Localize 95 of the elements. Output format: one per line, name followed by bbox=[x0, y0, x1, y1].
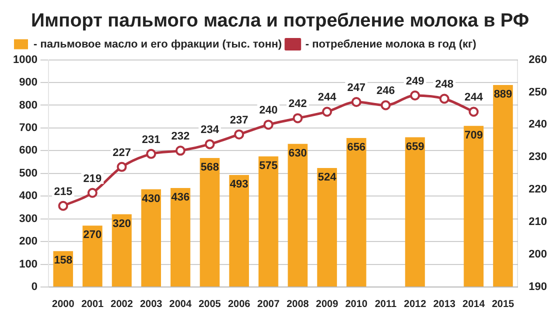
data-label: 244 bbox=[318, 92, 338, 104]
data-label: 630 bbox=[288, 147, 307, 160]
point bbox=[234, 129, 244, 140]
data-label: 246 bbox=[376, 85, 395, 98]
data-label: 231 bbox=[142, 134, 160, 146]
point bbox=[322, 106, 332, 117]
bar bbox=[464, 126, 484, 286]
y-tick-label: 1000 bbox=[12, 54, 38, 66]
x-tick-label: 2005 bbox=[198, 298, 222, 310]
data-label: 436 bbox=[171, 191, 190, 204]
bar bbox=[288, 144, 308, 286]
bar bbox=[346, 138, 366, 286]
y-tick-label: 300 bbox=[19, 212, 38, 225]
bar bbox=[82, 226, 102, 286]
data-label: 240 bbox=[259, 104, 278, 117]
data-label: 158 bbox=[54, 254, 72, 267]
y2-tick-label: 260 bbox=[528, 54, 548, 66]
data-label: 234 bbox=[200, 124, 220, 136]
y-tick-label: 0 bbox=[31, 281, 38, 294]
data-label: 493 bbox=[230, 178, 248, 191]
x-tick-label: 2001 bbox=[81, 298, 104, 310]
y-tick-label: 700 bbox=[19, 122, 38, 134]
y2-tick-label: 240 bbox=[528, 118, 548, 131]
bar bbox=[317, 168, 337, 286]
x-tick-label: 2008 bbox=[286, 298, 310, 310]
data-label: 568 bbox=[200, 161, 219, 174]
x-tick-label: 2007 bbox=[257, 298, 280, 310]
bar bbox=[141, 189, 161, 286]
y-tick-label: 200 bbox=[19, 236, 38, 248]
x-tick-label: 2003 bbox=[140, 298, 163, 310]
data-label: 889 bbox=[494, 88, 512, 101]
y2-tick-label: 220 bbox=[528, 184, 548, 196]
x-tick-label: 2010 bbox=[345, 298, 368, 310]
point bbox=[468, 106, 479, 117]
data-label: 524 bbox=[318, 171, 338, 184]
data-label: 237 bbox=[230, 114, 248, 126]
data-label: 656 bbox=[347, 141, 366, 154]
chart-title: Импорт пальмого масла и потребление молока в РФ bbox=[30, 10, 530, 32]
y2-tick-label: 250 bbox=[528, 86, 548, 98]
point bbox=[410, 90, 420, 101]
bar bbox=[112, 214, 132, 286]
x-tick-label: 2006 bbox=[228, 298, 251, 310]
bar bbox=[229, 174, 249, 286]
x-tick-label: 2004 bbox=[169, 298, 192, 310]
y-tick-label: 100 bbox=[19, 258, 38, 270]
x-tick-label: 2013 bbox=[433, 298, 456, 310]
data-label: 242 bbox=[288, 98, 307, 110]
legend-label: - пальмовое масло и его фракции (тыс. тонн) bbox=[34, 38, 282, 50]
point bbox=[146, 148, 156, 159]
data-label: 232 bbox=[171, 130, 190, 143]
bar bbox=[405, 137, 425, 286]
data-label: 270 bbox=[83, 229, 102, 242]
data-label: 248 bbox=[435, 78, 454, 91]
point bbox=[292, 113, 303, 124]
point bbox=[439, 94, 450, 104]
x-tick-label: 2002 bbox=[110, 298, 134, 310]
point bbox=[204, 139, 215, 150]
data-label: 227 bbox=[112, 146, 131, 159]
y-tick-label: 400 bbox=[19, 190, 38, 202]
bar bbox=[258, 156, 278, 286]
data-label: 249 bbox=[406, 76, 424, 88]
point bbox=[175, 146, 186, 156]
data-label: 659 bbox=[406, 140, 424, 153]
y2-tick-label: 230 bbox=[528, 151, 548, 164]
y-tick-label: 500 bbox=[19, 167, 38, 180]
point bbox=[263, 120, 274, 130]
point bbox=[58, 200, 68, 211]
point bbox=[351, 96, 362, 107]
bar bbox=[493, 85, 513, 286]
x-tick-label: 2012 bbox=[404, 298, 427, 310]
bar bbox=[170, 188, 190, 286]
data-label: 320 bbox=[112, 218, 131, 230]
data-label: 430 bbox=[142, 192, 160, 205]
data-label: 244 bbox=[464, 92, 484, 104]
y-tick-label: 600 bbox=[19, 144, 38, 157]
x-tick-label: 2009 bbox=[316, 298, 339, 310]
y2-tick-label: 200 bbox=[528, 248, 548, 261]
point bbox=[87, 188, 98, 198]
x-tick-label: 2011 bbox=[374, 298, 397, 310]
data-label: 219 bbox=[83, 172, 102, 185]
point bbox=[116, 162, 127, 172]
y-tick-label: 800 bbox=[19, 99, 38, 112]
data-label: 247 bbox=[347, 82, 366, 94]
x-tick-label: 2015 bbox=[492, 298, 515, 310]
point bbox=[380, 100, 391, 110]
data-label: 709 bbox=[464, 129, 483, 142]
y2-tick-label: 190 bbox=[528, 281, 548, 294]
bar bbox=[200, 158, 220, 286]
data-label: 215 bbox=[54, 186, 72, 198]
data-label: 575 bbox=[259, 160, 278, 172]
x-tick-label: 2000 bbox=[52, 298, 75, 310]
y-tick-label: 900 bbox=[19, 76, 38, 89]
legend-label: - потребление молока в год (кг) bbox=[305, 38, 477, 50]
x-tick-label: 2014 bbox=[462, 298, 486, 310]
y2-tick-label: 210 bbox=[528, 216, 548, 228]
